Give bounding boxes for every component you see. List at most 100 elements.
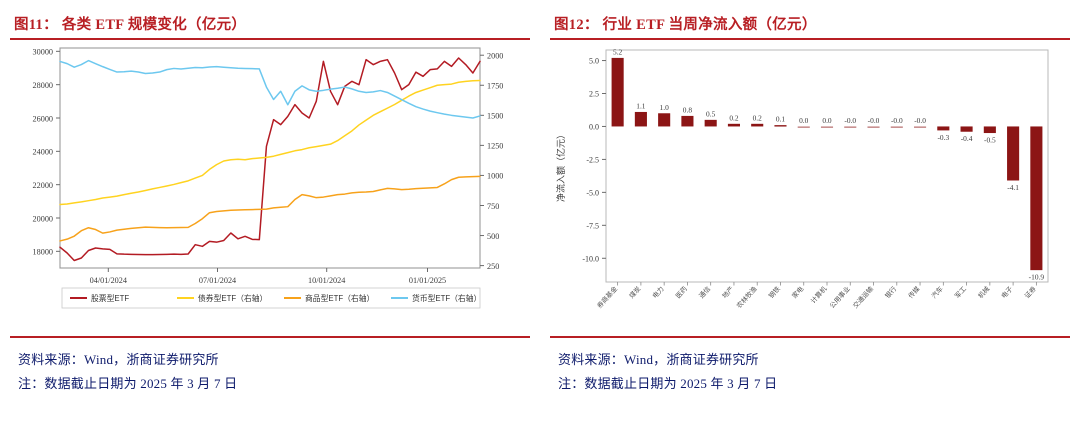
x-axis-category-label: 煤炭 xyxy=(627,284,643,300)
figure-11-source: 资料来源：Wind，浙商证券研究所 xyxy=(18,352,219,368)
legend-label-1: 债券型ETF（右轴） xyxy=(198,293,267,303)
y-axis-tick: 0.0 xyxy=(589,123,599,132)
y-axis-left-tick: 28000 xyxy=(33,81,53,90)
line-series-2 xyxy=(59,175,481,242)
bar xyxy=(914,126,927,129)
y-axis-left-tick: 20000 xyxy=(33,214,53,223)
y-axis-right-tick: 1000 xyxy=(487,172,503,181)
bar-value-label: -4.1 xyxy=(1007,183,1019,192)
bar-value-label: -0.3 xyxy=(937,133,949,142)
y-axis-tick: -7.5 xyxy=(586,222,599,231)
bar xyxy=(704,120,717,127)
etf-scale-line-chart: 30000 28000 26000 24000 22000 20000 18000 2000 1… xyxy=(33,47,503,309)
bar xyxy=(983,126,996,134)
figure-12-note: 注：数据截止日期为 2025 年 3 月 7 日 xyxy=(558,376,778,392)
figure-12-source: 资料来源：Wind，浙商证券研究所 xyxy=(558,352,759,368)
bar-value-label: 1.0 xyxy=(660,103,670,112)
x-axis-category-label: 券商基金 xyxy=(595,284,620,310)
bar-value-label: -0.0 xyxy=(914,116,926,125)
y-axis-right-tick: 2000 xyxy=(487,52,503,61)
y-axis-tick: 2.5 xyxy=(589,90,599,99)
y-axis-left-tick: 26000 xyxy=(33,114,53,123)
legend-label-0: 股票型ETF xyxy=(91,294,129,303)
figure-11-top-rule xyxy=(10,38,530,41)
y-axis-left-tick: 24000 xyxy=(33,148,53,157)
industry-etf-bar-chart: 5.0 2.5 0.0 -2.5 -5.0 -7.5 -10.0 净流入额（亿元） 5.2 券商基… xyxy=(555,48,1049,310)
bar xyxy=(611,58,624,127)
x-axis-category-label: 机械 xyxy=(976,284,992,300)
x-axis-category-label: 家电 xyxy=(790,284,806,300)
x-axis-category-label: 电力 xyxy=(650,285,666,301)
y-axis-right-tick: 750 xyxy=(487,202,499,211)
y-axis-label: 净流入额（亿元） xyxy=(555,130,566,202)
bar xyxy=(658,113,671,127)
figure-12-bottom-rule xyxy=(550,336,1070,339)
x-axis-category-label: 传媒 xyxy=(906,284,922,300)
x-axis-category-label: 公用事业 xyxy=(827,284,852,310)
x-axis-tick: 10/01/2024 xyxy=(308,276,345,285)
plot-frame xyxy=(59,47,481,269)
legend-box xyxy=(61,287,481,309)
bar-value-label: 0.2 xyxy=(729,114,739,123)
bar xyxy=(681,116,694,127)
figure-11-title: 图11： 各类 ETF 规模变化（亿元） xyxy=(14,17,247,33)
bar xyxy=(960,126,973,132)
bar xyxy=(774,125,787,127)
figure-11-note: 注：数据截止日期为 2025 年 3 月 7 日 xyxy=(18,376,238,392)
bar-value-label: 0.1 xyxy=(776,115,786,124)
figure-12-title: 图12： 行业 ETF 当周净流入额（亿元） xyxy=(554,17,817,33)
bar-value-label: -10.9 xyxy=(1029,273,1045,282)
line-series-1 xyxy=(59,79,481,206)
bar-value-label: 5.2 xyxy=(613,48,623,57)
y-axis-right-tick: 1250 xyxy=(487,142,503,151)
bar xyxy=(797,126,810,129)
x-axis-category-label: 电子 xyxy=(999,284,1015,300)
bar xyxy=(634,112,647,127)
figure-12-footer: 资料来源：Wind，浙商证券研究所 注：数据截止日期为 2025 年 3 月 7… xyxy=(548,338,1072,392)
bar-value-label: 0.0 xyxy=(799,116,809,125)
y-axis-right-tick: 250 xyxy=(487,262,499,271)
y-axis-tick: -10.0 xyxy=(582,255,599,264)
figure-12-chart: 5.0 2.5 0.0 -2.5 -5.0 -7.5 -10.0 净流入额（亿元） 5.2 券商基… xyxy=(548,40,1072,336)
bar-value-label: 0.2 xyxy=(753,114,763,123)
line-series-3 xyxy=(59,60,481,119)
bar xyxy=(937,126,950,131)
x-axis-tick: 07/01/2024 xyxy=(199,276,236,285)
bar xyxy=(751,124,764,127)
y-axis-right-tick: 1500 xyxy=(487,112,503,121)
x-axis-category-label: 农林牧渔 xyxy=(734,284,759,310)
y-axis-left-tick: 18000 xyxy=(33,248,53,257)
figure-11-chart: 30000 28000 26000 24000 22000 20000 18000 2000 1… xyxy=(8,40,532,336)
x-axis-category-label: 银行 xyxy=(883,284,899,300)
x-axis-category-label: 通信 xyxy=(697,284,713,300)
bar-value-label: -0.4 xyxy=(961,134,973,143)
y-axis-left-tick: 30000 xyxy=(33,48,53,57)
bar-value-label: 0.0 xyxy=(822,116,832,125)
bar xyxy=(1030,126,1043,271)
x-axis-category-label: 证券 xyxy=(1022,284,1038,300)
legend-label-2: 商品型ETF（右轴） xyxy=(305,293,374,303)
y-axis-left-tick: 22000 xyxy=(33,181,53,190)
legend-label-3: 货币型ETF（右轴） xyxy=(412,293,481,303)
plot-frame xyxy=(605,49,1049,283)
x-axis-category-label: 交通运输 xyxy=(851,284,876,310)
figure-12-panel: 图12： 行业 ETF 当周净流入额（亿元） 5.0 2.5 0.0 -2.5 -5.0… xyxy=(540,0,1080,427)
figure-12-top-rule xyxy=(550,38,1070,41)
bar xyxy=(820,126,834,129)
y-axis-tick: -5.0 xyxy=(586,189,599,198)
bar xyxy=(867,126,880,129)
figure-11-footer: 资料来源：Wind，浙商证券研究所 注：数据截止日期为 2025 年 3 月 7… xyxy=(8,338,532,392)
x-axis-category-label: 地产 xyxy=(720,284,736,300)
bar-value-label: -0.0 xyxy=(891,116,903,125)
bar-value-label: 0.8 xyxy=(683,106,693,115)
x-axis-category-label: 计算机 xyxy=(809,284,829,305)
bar-value-label: -0.5 xyxy=(984,136,996,145)
y-axis-tick: -2.5 xyxy=(586,156,599,165)
bar xyxy=(727,124,740,127)
line-series-0 xyxy=(59,57,481,262)
x-axis-tick: 01/01/2025 xyxy=(409,276,446,285)
y-axis-right-tick: 1750 xyxy=(487,82,503,91)
figure-11-bottom-rule xyxy=(10,336,530,339)
bar xyxy=(1007,126,1020,181)
x-axis-category-label: 军工 xyxy=(953,285,968,300)
